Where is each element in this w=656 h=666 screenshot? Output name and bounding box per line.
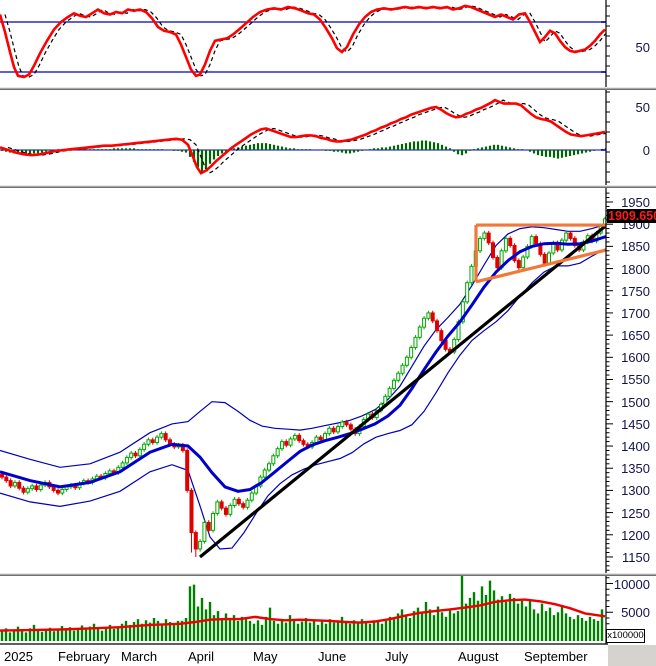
- panel-separator[interactable]: [0, 185, 656, 188]
- momentum-level-label: 50: [635, 100, 650, 115]
- price-scale-label: 1150: [622, 549, 650, 565]
- x-axis-month-label: July: [385, 649, 409, 664]
- x-axis-month-label: February: [58, 649, 111, 664]
- bottom-right-corner: [608, 645, 656, 666]
- p4-plot[interactable]: [0, 569, 606, 641]
- price-scale-label: 1650: [621, 328, 650, 344]
- price-scale-label: 1850: [621, 239, 650, 255]
- price-scale-label: 1200: [621, 527, 650, 543]
- p1-plot[interactable]: [0, 4, 610, 79]
- x-axis-month-label: June: [318, 649, 347, 664]
- x-axis-month-label: April: [188, 649, 215, 664]
- price-scale-label: 1800: [621, 261, 650, 277]
- volume-unit-label: x100000: [606, 629, 645, 643]
- price-scale-label: 1400: [621, 439, 650, 455]
- last-price-badge: 1909.650: [607, 209, 656, 223]
- price-scale-label: 1550: [621, 372, 650, 388]
- x-axis-strip: [0, 645, 656, 666]
- price-scale-label: 1700: [621, 305, 650, 321]
- p3-plot[interactable]: [0, 216, 612, 559]
- oscillator-level-label: 50: [635, 40, 650, 55]
- x-axis-month-label: August: [458, 649, 499, 664]
- price-scale-label: 1350: [621, 461, 650, 477]
- price-scale-label: 1500: [621, 394, 650, 410]
- price-scale-label: 1600: [621, 350, 650, 366]
- price-scale-label: 1300: [621, 483, 650, 499]
- price-scale-label: 1250: [621, 505, 650, 521]
- price-scale-label: 1950: [621, 195, 650, 210]
- panel-separator[interactable]: [0, 573, 656, 576]
- volume-level-label: 10000: [613, 576, 650, 592]
- momentum-level-label: 0: [642, 143, 650, 158]
- price-scale-label: 1750: [621, 283, 650, 299]
- p2-plot[interactable]: [0, 98, 613, 175]
- price-scale-label: 1450: [621, 416, 650, 432]
- x-axis-month-label: May: [253, 649, 278, 664]
- volume-level-label: 5000: [621, 605, 650, 621]
- x-axis-month-label: 2025: [4, 649, 33, 664]
- x-axis-month-label: September: [524, 649, 588, 664]
- panel-separator[interactable]: [0, 87, 656, 90]
- x-axis-month-label: March: [121, 649, 158, 664]
